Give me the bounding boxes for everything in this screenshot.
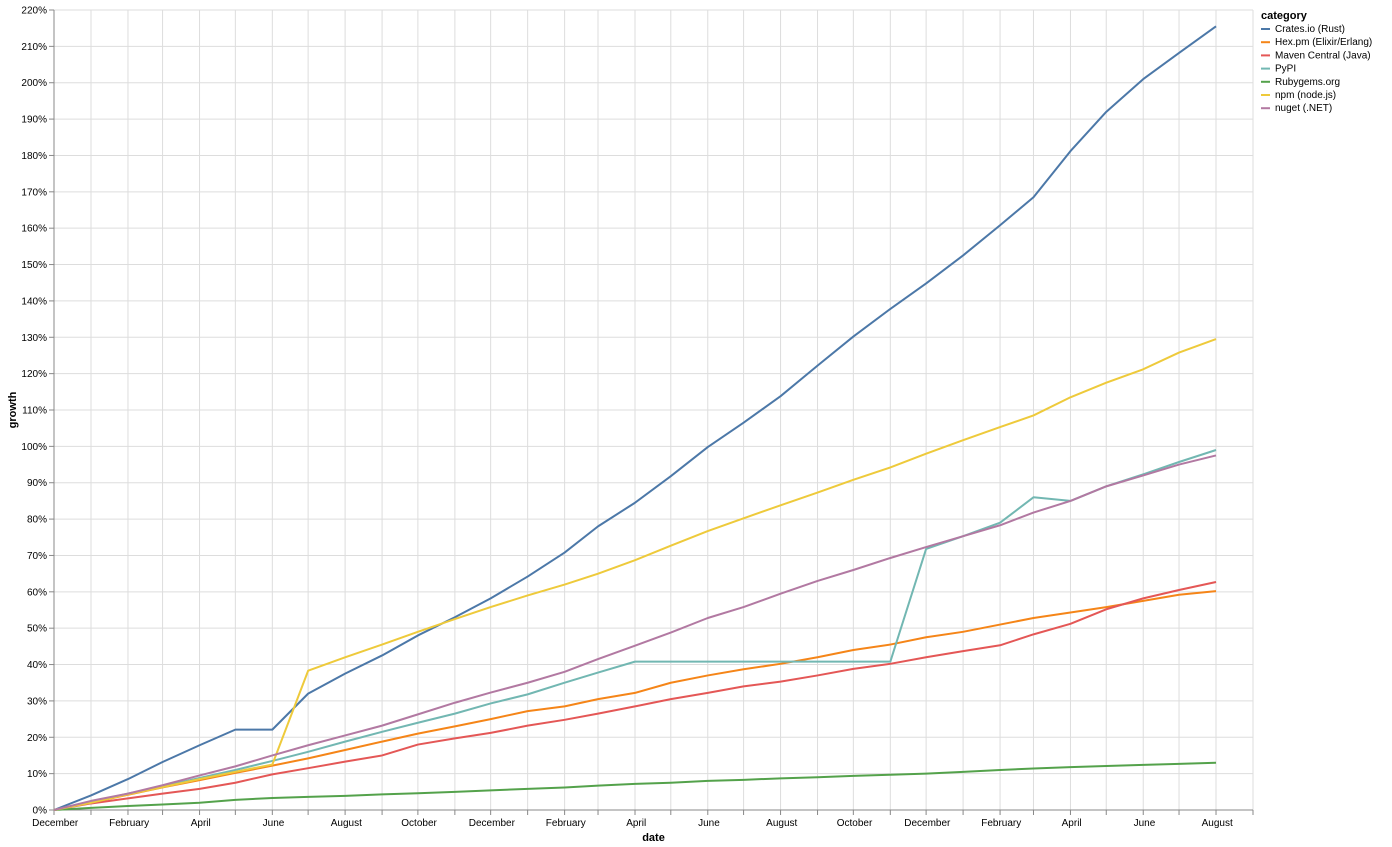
legend-title: category (1261, 10, 1308, 22)
x-tick-label: February (546, 818, 586, 829)
series-line (53, 338, 1217, 811)
x-tick-label: April (626, 818, 646, 829)
legend-label: Crates.io (Rust) (1275, 24, 1345, 35)
series-line (53, 454, 1217, 811)
y-tick-label: 40% (27, 660, 47, 671)
x-tick-label: June (263, 818, 285, 829)
y-tick-label: 160% (21, 224, 47, 235)
y-tick-label: 100% (21, 442, 47, 453)
x-tick-label: October (401, 818, 437, 829)
x-tick-label: February (109, 818, 149, 829)
y-tick-label: 70% (27, 551, 47, 562)
x-tick-label: June (698, 818, 720, 829)
y-tick-label: 10% (27, 769, 47, 780)
legend-label: PyPI (1275, 64, 1296, 75)
y-tick-label: 150% (21, 260, 47, 271)
x-tick-label: August (766, 818, 797, 829)
y-tick-label: 20% (27, 733, 47, 744)
series-line (53, 449, 1217, 811)
series-line (53, 581, 1217, 811)
grid-layer (53, 9, 1254, 811)
y-tick-label: 50% (27, 624, 47, 635)
y-tick-label: 200% (21, 78, 47, 89)
y-tick-label: 30% (27, 696, 47, 707)
legend-label: Maven Central (Java) (1275, 50, 1371, 61)
y-tick-label: 80% (27, 515, 47, 526)
x-tick-label: August (1202, 818, 1233, 829)
y-tick-label: 180% (21, 151, 47, 162)
x-tick-label: February (981, 818, 1021, 829)
x-tick-label: December (904, 818, 951, 829)
y-tick-label: 60% (27, 587, 47, 598)
series-line (53, 590, 1217, 811)
legend-label: npm (node.js) (1275, 90, 1336, 101)
x-axis-title: date (642, 832, 665, 844)
legend-label: Rubygems.org (1275, 77, 1340, 88)
y-tick-label: 0% (33, 806, 48, 817)
x-tick-label: April (191, 818, 211, 829)
series-line (53, 25, 1217, 811)
axes: 0% 10% 20% 30% 40% 50% 60% 70% 80% 90% 100% 110% 120… (21, 6, 1254, 829)
y-tick-label: 90% (27, 478, 47, 489)
series-layer (53, 25, 1217, 811)
x-tick-label: August (331, 818, 362, 829)
legend-label: nuget (.NET) (1275, 103, 1332, 114)
y-tick-label: 190% (21, 115, 47, 126)
series-line (53, 761, 1217, 811)
y-tick-label: 110% (22, 406, 47, 417)
y-tick-label: 140% (21, 296, 47, 307)
y-tick-label: 220% (21, 6, 47, 17)
x-tick-label: June (1134, 818, 1156, 829)
y-tick-label: 210% (21, 42, 47, 53)
x-tick-label: December (469, 818, 516, 829)
x-tick-label: April (1062, 818, 1082, 829)
y-tick-label: 130% (21, 333, 47, 344)
x-tick-label: October (837, 818, 873, 829)
y-tick-label: 170% (21, 187, 47, 198)
x-tick-label: December (32, 818, 79, 829)
legend: category Crates.io (Rust) Hex.pm (Elixir/… (1261, 10, 1372, 114)
y-axis-title: growth (7, 391, 19, 428)
legend-label: Hex.pm (Elixir/Erlang) (1275, 37, 1372, 48)
y-tick-label: 120% (21, 369, 47, 380)
